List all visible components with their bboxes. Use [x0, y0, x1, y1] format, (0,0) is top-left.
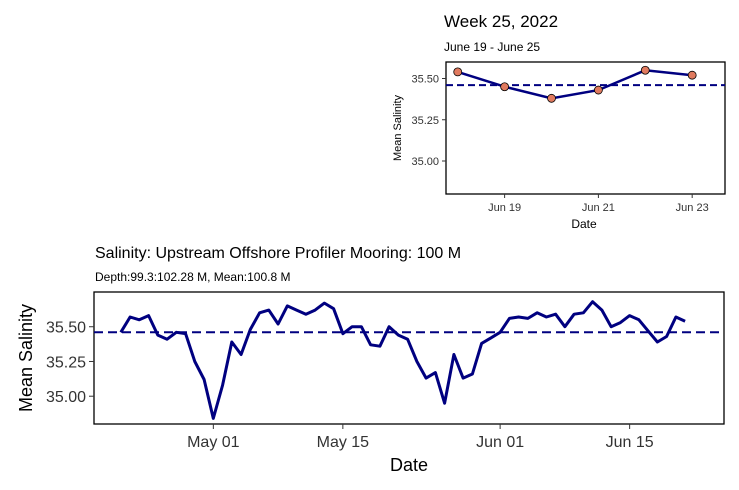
daily-salinity-chart: 35.00 35.25 35.50 May 01 May 15 Jun 01 Jun 15…	[16, 291, 725, 475]
bottom-x-axis: May 01 May 15 Jun 01 Jun 15	[187, 424, 654, 451]
bottom-x-tick-label: May 01	[187, 434, 240, 451]
top-x-axis-label: Date	[571, 217, 597, 231]
top-chart-title: Week 25, 2022	[444, 12, 559, 31]
top-data-point	[593, 85, 603, 95]
top-y-tick-label: 35.00	[411, 156, 439, 168]
bottom-x-tick-label: May 15	[317, 434, 370, 451]
top-data-point	[547, 93, 556, 103]
top-x-axis: Jun 19 Jun 21 Jun 23	[488, 194, 709, 214]
top-data-point	[687, 70, 697, 80]
top-y-axis-label: Mean Salinity	[392, 94, 404, 161]
top-x-tick-label: Jun 19	[488, 202, 521, 214]
top-y-tick-label: 35.25	[411, 115, 439, 127]
top-data-point	[640, 65, 650, 75]
bottom-chart-title: Salinity: Upstream Offshore Profiler Moo…	[95, 245, 462, 262]
bottom-plot-frame	[93, 291, 725, 425]
top-x-tick-label: Jun 23	[676, 202, 709, 214]
bottom-x-axis-label: Date	[390, 455, 428, 475]
top-plot-frame	[445, 61, 726, 195]
top-series-points	[453, 65, 697, 103]
top-data-point	[453, 67, 463, 77]
bottom-y-tick-label: 35.50	[46, 320, 86, 337]
top-chart-subtitle: June 19 - June 25	[444, 40, 541, 54]
bottom-chart-subtitle: Depth:99.3:102.28 M, Mean:100.8 M	[95, 270, 291, 284]
bottom-x-tick-label: Jun 15	[606, 434, 654, 451]
bottom-y-tick-label: 35.00	[46, 389, 86, 406]
top-series-line	[457, 69, 693, 100]
bottom-y-tick-label: 35.25	[46, 354, 86, 371]
bottom-x-tick-label: Jun 01	[476, 434, 524, 451]
top-data-point	[500, 82, 510, 92]
top-x-tick-label: Jun 21	[582, 202, 615, 214]
bottom-series-line	[119, 300, 686, 420]
bottom-y-axis-label: Mean Salinity	[16, 304, 36, 412]
bottom-y-axis: 35.00 35.25 35.50	[46, 320, 94, 406]
top-y-tick-label: 35.50	[411, 74, 439, 86]
top-y-axis: 35.00 35.25 35.50	[411, 74, 446, 168]
